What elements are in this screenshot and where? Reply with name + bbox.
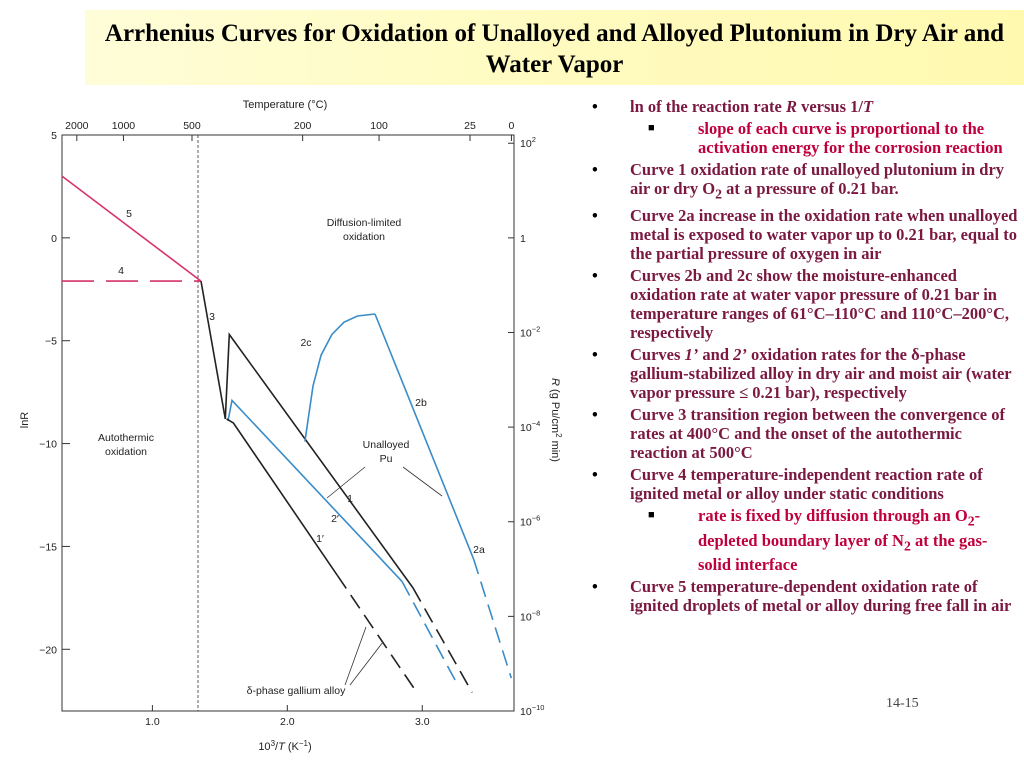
y-tick-label: −15 [39, 541, 57, 553]
diffusion-limited-label-2: oxidation [343, 231, 385, 243]
unalloyed-pointer-2 [402, 466, 443, 497]
bullet-ln-rate: • ln of the reaction rate R versus 1/T [592, 97, 874, 116]
curve-1 [224, 332, 414, 589]
autothermic-label-2: oxidation [105, 446, 147, 458]
unalloyed-label-2: Pu [380, 453, 393, 465]
sub-bullet-slope: ■ slope of each curve is proportional to … [648, 119, 1003, 157]
curve-1-extrapolation [412, 587, 473, 693]
right-tick-label: 1 [520, 233, 526, 245]
curve-label-2b: 2b [415, 397, 427, 409]
right-tick-label: 102 [520, 135, 536, 150]
right-tick-label: 10−8 [520, 608, 540, 623]
y-tick-label: −20 [39, 644, 57, 656]
top-tick-label: 2000 [65, 120, 89, 132]
autothermic-label: Autothermic [98, 432, 154, 444]
bullet-curve-5: • Curve 5 temperature-dependent oxidation… [592, 576, 1012, 615]
top-axis-label: Temperature (°C) [243, 99, 327, 111]
curve-1′-extrapolation [336, 574, 418, 693]
curve-label-2c: 2c [300, 337, 311, 349]
x-tick-label: 1.0 [145, 716, 160, 728]
top-tick-label: 0 [509, 120, 515, 132]
bullet-curve-3: • Curve 3 transition region between the c… [592, 405, 1005, 463]
x-axis-label: 103/T (K−1) [258, 739, 311, 753]
curve-1′ [226, 418, 338, 576]
curve-3 [200, 280, 227, 420]
top-tick-label: 500 [183, 120, 201, 132]
bullet-curves-1p-2p: • Curves 1’ and 2’ oxidation rates for th… [592, 345, 1012, 403]
right-axis-label: R (g Pu/cm2 min) [549, 378, 563, 462]
bullet-curves-2b-2c: • Curves 2b and 2c show the moisture-enha… [592, 266, 1009, 343]
bullet-curve-2a: • Curve 2a increase in the oxidation rate… [592, 206, 1018, 264]
x-tick-label: 3.0 [415, 716, 430, 728]
plot-frame [61, 134, 515, 712]
arrhenius-chart: 1.0 2.0 3.0 5 0 −5 −10 −15 −20 2000 1000 500 200 100 2… [19, 99, 563, 753]
top-tick-label: 1000 [112, 120, 136, 132]
y-tick-label: −5 [45, 336, 57, 348]
bullet-curve-1: • Curve 1 oxidation rate of unalloyed plu… [592, 160, 1005, 202]
curve-label-1: 1 [347, 493, 353, 505]
top-tick-label: 25 [464, 120, 476, 132]
top-tick-label: 200 [294, 120, 312, 132]
right-tick-label: 10−10 [520, 703, 544, 718]
curve-label-5: 5 [126, 208, 132, 220]
y-tick-label: 5 [51, 130, 57, 142]
unalloyed-label: Unalloyed [363, 439, 410, 451]
curve-2a [472, 558, 513, 679]
right-tick-label: 10−2 [520, 324, 540, 339]
curve-label-2a: 2a [473, 544, 485, 556]
top-tick-label: 100 [370, 120, 388, 132]
curve-5 [61, 175, 202, 282]
curve-label-3: 3 [209, 311, 215, 323]
slide-title: Arrhenius Curves for Oxidation of Unallo… [104, 20, 1005, 78]
alloy-pointer-2 [349, 641, 384, 686]
x-tick-label: 2.0 [280, 716, 295, 728]
curve-2′-extrapolation [401, 581, 459, 685]
curve-label-4: 4 [118, 265, 124, 277]
curve-2c [304, 313, 376, 442]
curve-label-1prime: 1′ [316, 533, 324, 545]
y-axis-label: lnR [19, 412, 31, 429]
alloy-pointer-1 [344, 626, 367, 686]
y-tick-label: −10 [39, 439, 57, 451]
right-tick-label: 10−6 [520, 514, 540, 529]
title-band [85, 10, 1024, 85]
curve-label-2prime: 2′ [331, 513, 339, 525]
page-number: 14-15 [886, 696, 919, 711]
sub-bullet-diffusion: ■ rate is fixed by diffusion through an O… [648, 506, 988, 574]
diffusion-limited-label: Diffusion-limited [327, 217, 402, 229]
bullet-curve-4: • Curve 4 temperature-independent reactio… [592, 465, 983, 504]
right-tick-label: 10−4 [520, 419, 540, 434]
curve-2b [374, 313, 475, 560]
unalloyed-pointer-1 [326, 466, 366, 499]
bullet-list: • ln of the reaction rate R versus 1/T ■ s… [590, 97, 1018, 618]
curve-2′ [227, 398, 403, 582]
gallium-alloy-label: δ-phase gallium alloy [247, 685, 346, 697]
y-tick-label: 0 [51, 233, 57, 245]
